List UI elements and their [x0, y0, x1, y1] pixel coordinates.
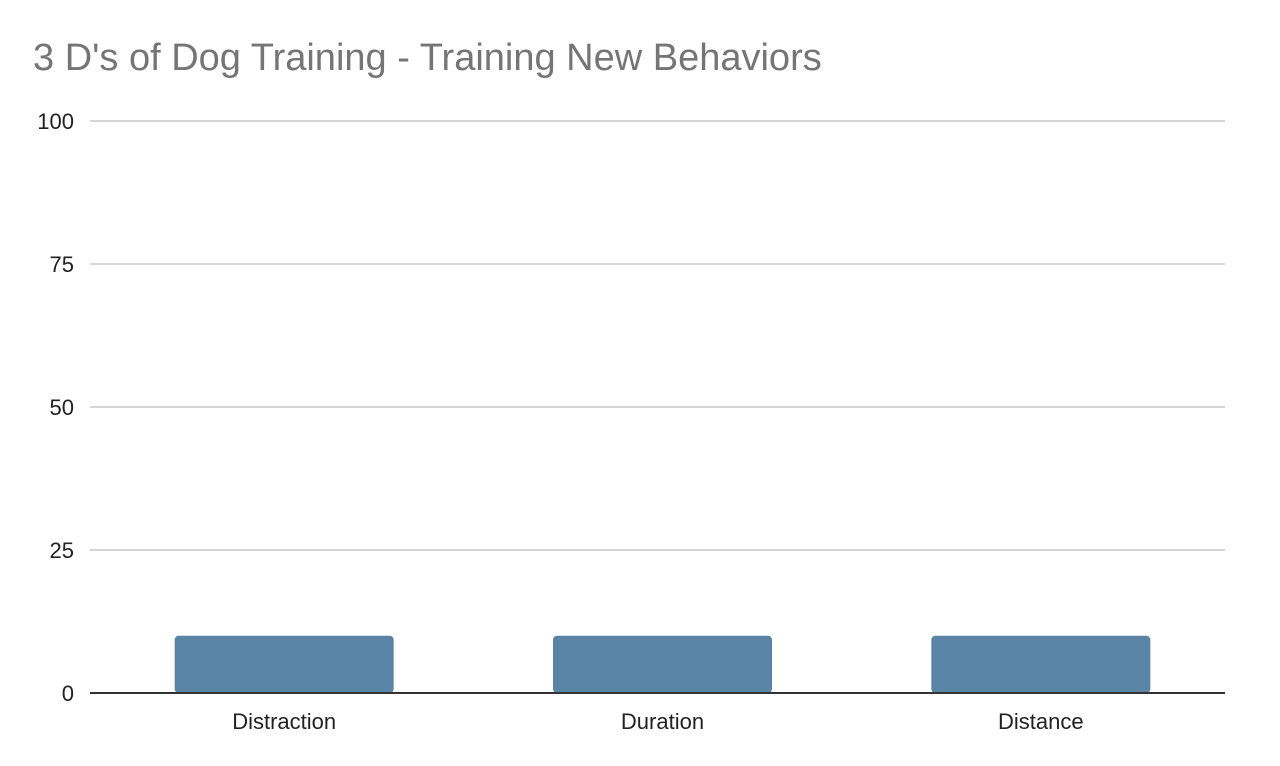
- y-tick-label: 25: [50, 538, 74, 563]
- y-tick-label: 75: [50, 252, 74, 277]
- bar-distraction: [174, 635, 394, 693]
- y-tick-label: 50: [50, 395, 74, 420]
- bar-distance: [931, 635, 1151, 693]
- x-axis-category-labels: Distraction Duration Distance: [232, 709, 1083, 734]
- y-tick-label: 0: [62, 681, 74, 706]
- gridlines: [90, 120, 1225, 551]
- y-axis-tick-labels: 0 25 50 75 100: [37, 109, 74, 706]
- y-tick-label: 100: [37, 109, 74, 134]
- x-category-label-distraction: Distraction: [232, 709, 336, 734]
- bar-duration: [553, 635, 772, 693]
- bars: [174, 635, 1151, 693]
- x-category-label-distance: Distance: [998, 709, 1084, 734]
- chart-title: 3 D's of Dog Training - Training New Beh…: [33, 37, 822, 79]
- x-category-label-duration: Duration: [621, 709, 704, 734]
